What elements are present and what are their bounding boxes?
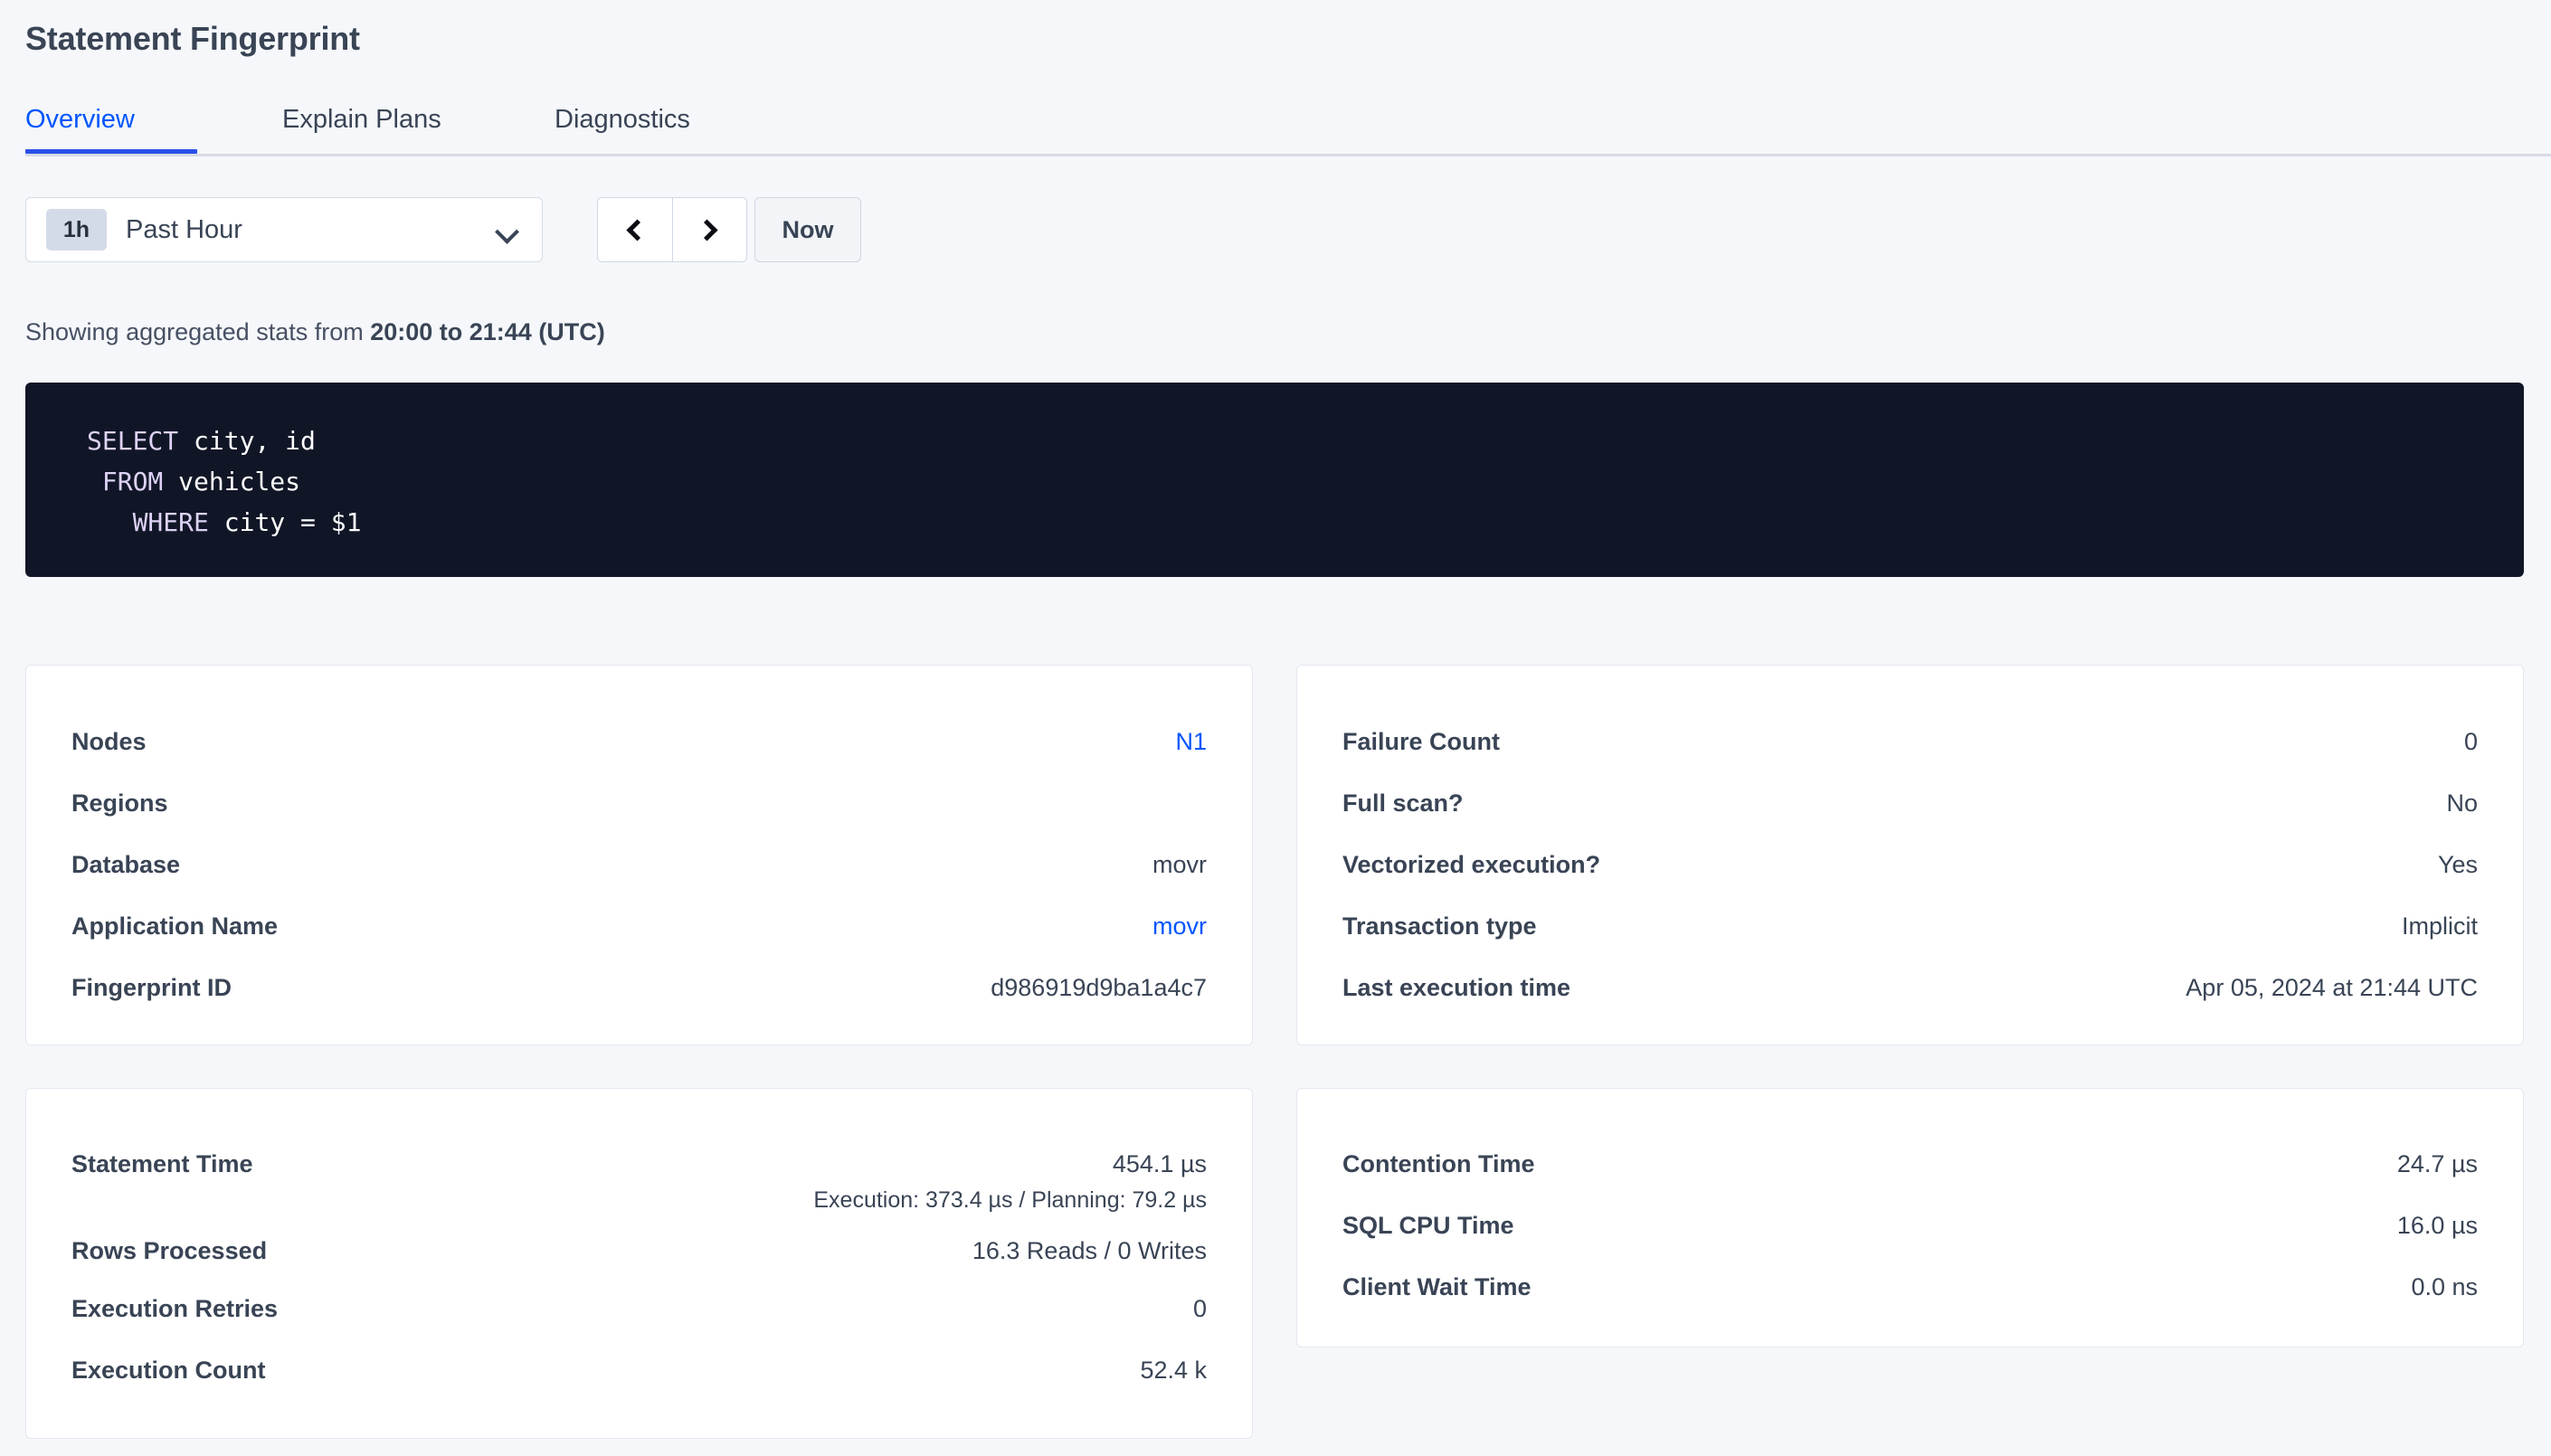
row-label-database: Database (71, 850, 181, 878)
table-row: Transaction type Implicit (1342, 895, 2478, 957)
table-row: Nodes N1 (71, 711, 1207, 772)
row-value-execution-count: 52.4 k (1140, 1356, 1207, 1384)
table-row: Statement Time 454.1 µs (71, 1133, 1207, 1195)
sql-line-3-rest: city = $1 (208, 507, 362, 537)
aggregated-stats-prefix: Showing aggregated stats from (25, 318, 371, 345)
row-value-contention-time: 24.7 µs (2396, 1149, 2478, 1177)
chevron-left-icon (626, 218, 649, 241)
execution-attributes-rows: Failure Count 0 Full scan? No Vectorized… (1342, 711, 2478, 1018)
aggregated-stats-range: 20:00 to 21:44 (UTC) (370, 318, 605, 345)
sql-keyword-from: FROM (101, 467, 164, 496)
row-label-nodes: Nodes (71, 727, 147, 755)
next-range-button[interactable] (671, 198, 746, 261)
table-row: Vectorized execution? Yes (1342, 834, 2478, 895)
table-row: Contention Time 24.7 µs (1342, 1133, 2478, 1195)
chevron-right-icon (696, 218, 718, 241)
resource-timing-rows: Contention Time 24.7 µs SQL CPU Time 16.… (1342, 1133, 2478, 1318)
row-label-rows-processed: Rows Processed (71, 1236, 268, 1264)
statement-timing-rows: Statement Time 454.1 µs Execution: 373.4… (71, 1133, 1207, 1401)
row-label-regions: Regions (71, 789, 168, 817)
tab-overview[interactable]: Overview (25, 99, 197, 154)
row-value-full-scan: No (2446, 789, 2478, 817)
table-row: Application Name movr (71, 895, 1207, 957)
page-title: Statement Fingerprint (25, 20, 360, 57)
row-value-application-name[interactable]: movr (1152, 912, 1207, 940)
row-label-full-scan: Full scan? (1342, 789, 1464, 817)
sql-line-3-indent (87, 507, 133, 537)
table-row: Execution Count 52.4 k (71, 1339, 1207, 1401)
sql-statement-block: SELECT city, id FROM vehicles WHERE city… (25, 383, 2524, 577)
table-row: Client Wait Time 0.0 ns (1342, 1256, 2478, 1318)
sql-keyword-where: WHERE (132, 507, 209, 537)
row-label-execution-retries: Execution Retries (71, 1294, 279, 1322)
row-value-fingerprint-id: d986919d9ba1a4c7 (991, 973, 1207, 1001)
time-range-badge: 1h (46, 209, 107, 251)
table-row: SQL CPU Time 16.0 µs (1342, 1195, 2478, 1256)
table-row: Database movr (71, 834, 1207, 895)
time-nav-group (597, 197, 747, 262)
statement-timing-card: Statement Time 454.1 µs Execution: 373.4… (25, 1088, 1253, 1439)
table-row: Full scan? No (1342, 772, 2478, 834)
statement-details-rows: Nodes N1 Regions Database movr Applicati… (71, 711, 1207, 1018)
table-row: Failure Count 0 (1342, 711, 2478, 772)
resource-timing-card: Contention Time 24.7 µs SQL CPU Time 16.… (1296, 1088, 2524, 1347)
row-value-execution-retries: 0 (1192, 1294, 1207, 1322)
table-row: Regions (71, 772, 1207, 834)
row-value-sql-cpu-time: 16.0 µs (2396, 1211, 2478, 1239)
row-subvalue-statement-time-breakdown: Execution: 373.4 µs / Planning: 79.2 µs (813, 1187, 1207, 1213)
row-value-database: movr (1152, 850, 1207, 878)
execution-attributes-card: Failure Count 0 Full scan? No Vectorized… (1296, 665, 2524, 1045)
statement-details-card: Nodes N1 Regions Database movr Applicati… (25, 665, 1253, 1045)
sql-line-1-rest: city, id (178, 426, 316, 456)
row-value-client-wait-time: 0.0 ns (2411, 1272, 2478, 1300)
sql-line-2-indent (87, 467, 102, 496)
row-value-failure-count: 0 (2463, 727, 2478, 755)
tab-bar-underline (25, 154, 2551, 156)
row-value-statement-time: 454.1 µs (1112, 1149, 1207, 1177)
row-value-rows-processed: 16.3 Reads / 0 Writes (972, 1236, 1207, 1264)
row-label-fingerprint-id: Fingerprint ID (71, 973, 232, 1001)
row-value-vectorized-execution: Yes (2437, 850, 2478, 878)
aggregated-stats-note: Showing aggregated stats from 20:00 to 2… (25, 318, 605, 346)
time-range-label: Past Hour (126, 214, 242, 244)
row-label-vectorized-execution: Vectorized execution? (1342, 850, 1601, 878)
row-label-application-name: Application Name (71, 912, 279, 940)
tab-bar: Overview Explain Plans Diagnostics (0, 99, 2551, 156)
row-value-transaction-type: Implicit (2401, 912, 2478, 940)
row-label-transaction-type: Transaction type (1342, 912, 1537, 940)
time-range-select[interactable]: 1h Past Hour (25, 197, 543, 262)
now-button[interactable]: Now (754, 197, 861, 262)
row-label-last-execution-time: Last execution time (1342, 973, 1571, 1001)
row-value-nodes[interactable]: N1 (1175, 727, 1207, 755)
tab-explain-plans[interactable]: Explain Plans (282, 105, 441, 134)
chevron-down-icon (498, 223, 515, 240)
row-label-execution-count: Execution Count (71, 1356, 266, 1384)
row-label-client-wait-time: Client Wait Time (1342, 1272, 1532, 1300)
previous-range-button[interactable] (598, 198, 672, 261)
table-row: Last execution time Apr 05, 2024 at 21:4… (1342, 957, 2478, 1018)
row-label-failure-count: Failure Count (1342, 727, 1500, 755)
sql-keyword-select: SELECT (87, 426, 179, 456)
row-label-contention-time: Contention Time (1342, 1149, 1535, 1177)
table-row: Fingerprint ID d986919d9ba1a4c7 (71, 957, 1207, 1018)
tab-diagnostics[interactable]: Diagnostics (555, 105, 690, 134)
row-label-sql-cpu-time: SQL CPU Time (1342, 1211, 1514, 1239)
row-label-statement-time: Statement Time (71, 1149, 253, 1177)
table-row: Execution Retries 0 (71, 1278, 1207, 1339)
row-value-last-execution-time: Apr 05, 2024 at 21:44 UTC (2186, 973, 2478, 1001)
sql-line-2-rest: vehicles (163, 467, 301, 496)
table-row: Rows Processed 16.3 Reads / 0 Writes (71, 1224, 1207, 1278)
